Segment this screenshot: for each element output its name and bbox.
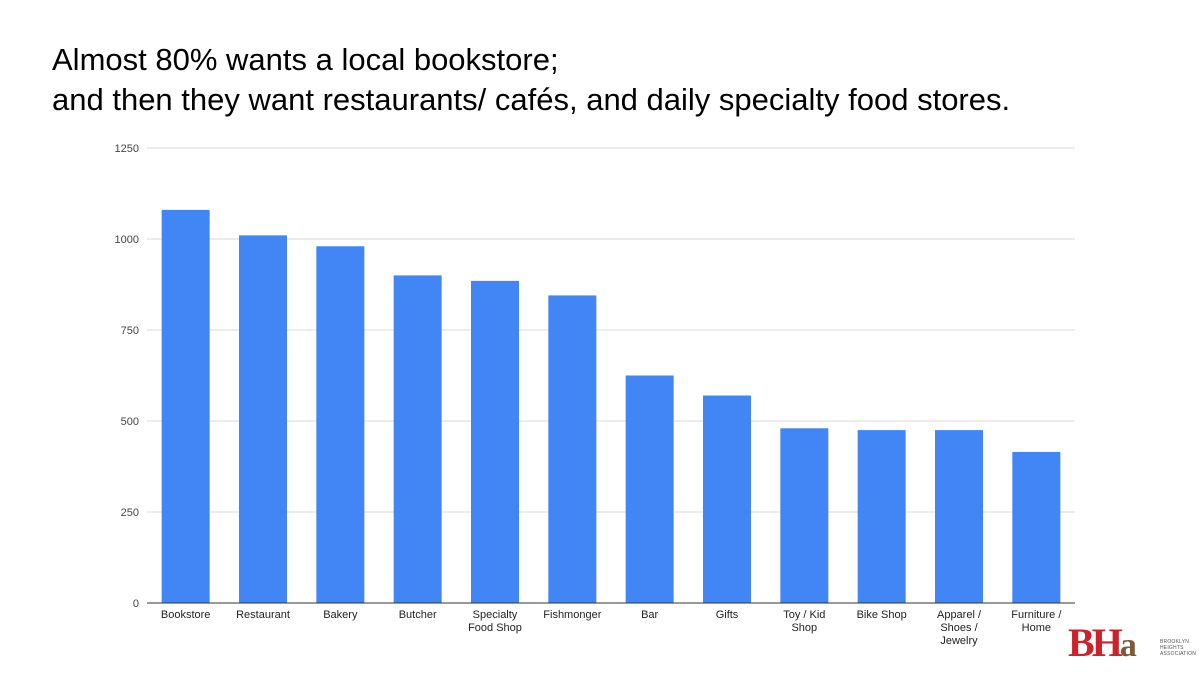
x-tick-label: Restaurant [236, 609, 290, 621]
bar [161, 209, 210, 603]
x-tick-label: Apparel / Shoes / Jewelry [937, 609, 982, 647]
x-tick-label: Bike Shop [857, 609, 907, 621]
x-tick-label: Toy / Kid Shop [783, 609, 825, 634]
bar [780, 428, 829, 603]
slide-title: Almost 80% wants a local bookstore; and … [52, 40, 1192, 120]
y-tick-label: 500 [121, 416, 139, 428]
bar [703, 395, 751, 603]
bar [239, 235, 287, 604]
x-tick-label: Furniture / Home [1011, 609, 1062, 634]
bar [393, 275, 442, 603]
x-tick-label: Bakery [323, 609, 358, 621]
logo-letter-a: a [1119, 627, 1137, 664]
logo-text-line-1: BROOKLYN [1160, 639, 1190, 645]
y-tick-label: 1250 [115, 143, 139, 155]
x-tick-label: Gifts [716, 609, 739, 621]
title-line-1: Almost 80% wants a local bookstore; [52, 42, 559, 77]
logo-text-line-3: ASSOCIATION [1160, 651, 1197, 657]
bar [625, 375, 674, 603]
logo-text: BROOKLYN HEIGHTS ASSOCIATION [1160, 639, 1196, 657]
logo-letter-b: B [1068, 620, 1095, 665]
logo-mark: BHa [1068, 620, 1137, 669]
logo-text-line-2: HEIGHTS [1160, 645, 1184, 651]
bar [471, 280, 519, 603]
bar [857, 430, 906, 603]
y-tick-label: 1000 [115, 234, 139, 246]
x-tick-label: Fishmonger [543, 609, 601, 621]
x-tick-label: Bar [641, 609, 658, 621]
bha-logo: BHa BROOKLYN HEIGHTS ASSOCIATION [1068, 620, 1198, 670]
x-tick-label: Butcher [399, 609, 437, 621]
bar [935, 430, 983, 603]
title-line-2: and then they want restaurants/ cafés, a… [52, 82, 1011, 117]
bar [1012, 451, 1061, 603]
x-tick-label: Specialty Food Shop [468, 609, 522, 634]
x-tick-label: Bookstore [161, 609, 211, 621]
logo-letter-h: H [1091, 620, 1123, 665]
bar [548, 295, 597, 603]
y-tick-label: 250 [121, 507, 139, 519]
y-tick-label: 750 [121, 325, 139, 337]
y-tick-label: 0 [133, 598, 139, 610]
bar [316, 246, 365, 603]
